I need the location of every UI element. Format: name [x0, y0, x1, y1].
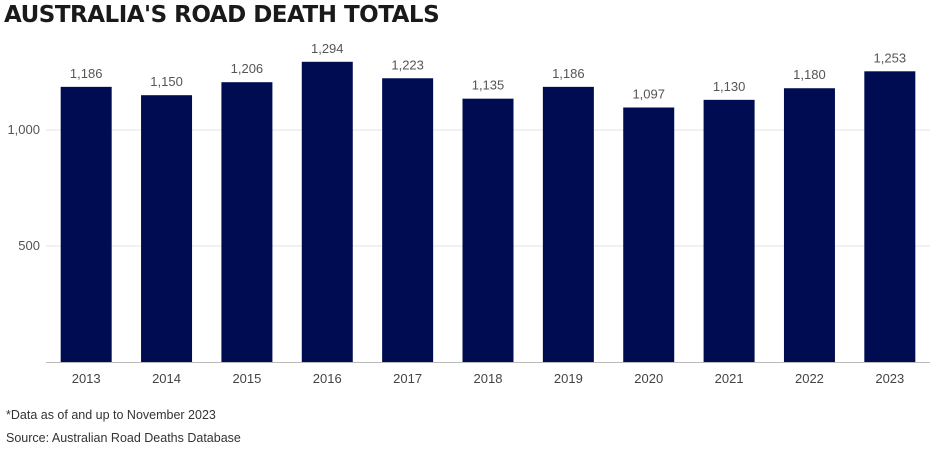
- bar: [382, 78, 434, 362]
- bar: [60, 86, 112, 363]
- bar-value-label: 1,130: [713, 79, 746, 94]
- x-tick-label: 2020: [634, 371, 663, 386]
- x-tick-label: 2021: [715, 371, 744, 386]
- x-tick-label: 2014: [152, 371, 181, 386]
- bar-value-label: 1,186: [70, 66, 103, 81]
- bar: [783, 88, 835, 363]
- bar-value-label: 1,186: [552, 66, 585, 81]
- bar: [462, 98, 514, 363]
- footnote: *Data as of and up to November 2023: [6, 408, 216, 422]
- value-labels: 1,186 1,150 1,206 1,294 1,223 1,135 1,186 1,097…: [70, 41, 906, 102]
- x-tick-label: 2013: [72, 371, 101, 386]
- x-tick-label: 2022: [795, 371, 824, 386]
- bar-value-label: 1,150: [150, 74, 183, 89]
- bar-value-label: 1,223: [391, 57, 424, 72]
- bar: [623, 107, 675, 362]
- bar-value-label: 1,294: [311, 41, 344, 56]
- bar: [864, 71, 916, 362]
- x-tick-label: 2018: [474, 371, 503, 386]
- bars: [60, 61, 916, 363]
- x-axis-ticks: 2013 2014 2015 2016 2017 2018 2019 2020 2021 2022…: [72, 371, 905, 386]
- bar-value-label: 1,180: [793, 67, 826, 82]
- x-tick-label: 2017: [393, 371, 422, 386]
- bar: [141, 95, 193, 362]
- chart-title: AUSTRALIA'S ROAD DEATH TOTALS: [4, 2, 440, 28]
- bar-value-label: 1,253: [874, 50, 907, 65]
- bar-value-label: 1,097: [632, 86, 665, 101]
- x-tick-label: 2016: [313, 371, 342, 386]
- y-tick-label: 1,000: [7, 122, 40, 137]
- bar: [221, 82, 273, 362]
- x-tick-label: 2023: [875, 371, 904, 386]
- bar-value-label: 1,135: [472, 78, 505, 93]
- bar-value-label: 1,206: [231, 61, 264, 76]
- x-tick-label: 2015: [232, 371, 261, 386]
- bar: [301, 61, 353, 363]
- y-tick-label: 500: [18, 238, 40, 253]
- bar: [703, 99, 755, 362]
- x-tick-label: 2019: [554, 371, 583, 386]
- bar: [542, 86, 594, 363]
- source-note: Source: Australian Road Deaths Database: [6, 431, 241, 445]
- y-axis-ticks: 500 1,000: [7, 122, 40, 253]
